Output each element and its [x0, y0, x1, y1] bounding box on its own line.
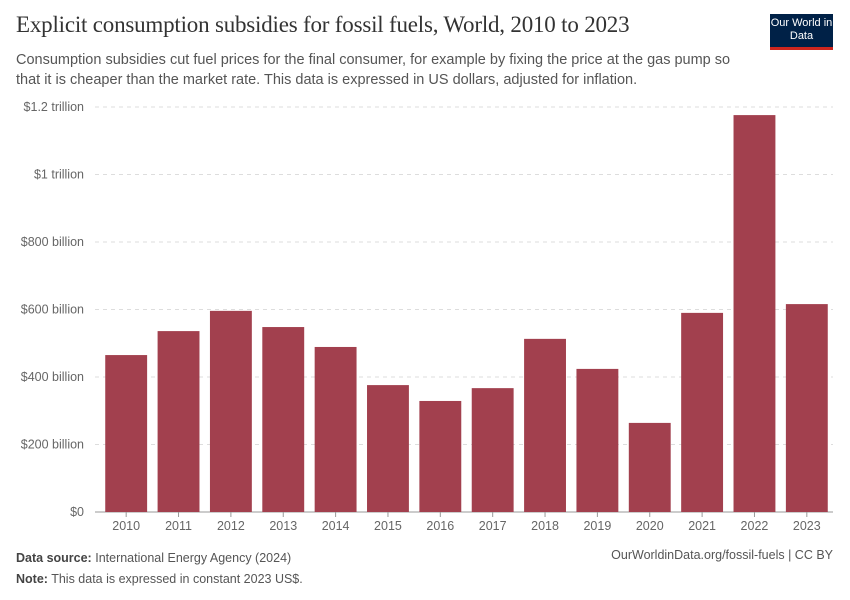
- x-tick-label: 2018: [531, 519, 559, 533]
- x-tick-label: 2010: [112, 519, 140, 533]
- bar-2011: [157, 331, 200, 512]
- y-tick-label: $0: [70, 505, 84, 519]
- bar-2021: [681, 312, 724, 512]
- bar-2019: [576, 368, 619, 512]
- x-tick-label: 2014: [322, 519, 350, 533]
- source-link[interactable]: International Energy Agency (2024): [95, 551, 292, 565]
- data-source: Data source: International Energy Agency…: [16, 551, 292, 565]
- x-tick-label: 2016: [426, 519, 454, 533]
- x-tick-label: 2015: [374, 519, 402, 533]
- y-tick-label: $1.2 trillion: [24, 100, 84, 114]
- bar-2012: [209, 310, 252, 512]
- bar-2017: [471, 388, 514, 512]
- bar-chart: $0 $200 billion $400 billion $600 billion $8…: [21, 100, 833, 533]
- bar-2016: [419, 400, 462, 512]
- owid-logo[interactable]: Our World in Data: [770, 14, 833, 50]
- bar-2015: [367, 385, 409, 512]
- x-tick-label: 2017: [479, 519, 507, 533]
- footer-url[interactable]: OurWorldinData.org/fossil-fuels | CC BY: [611, 548, 833, 562]
- x-tick-label: 2021: [688, 519, 716, 533]
- footer-left: Data source: International Energy Agency…: [16, 548, 303, 590]
- y-tick-label: $800 billion: [21, 235, 84, 249]
- y-tick-label: $600 billion: [21, 303, 84, 317]
- bar-2020: [628, 422, 671, 512]
- x-tick-label: 2019: [583, 519, 611, 533]
- x-tick-label: 2022: [741, 519, 769, 533]
- y-tick-label: $200 billion: [21, 438, 84, 452]
- chart-title: Explicit consumption subsidies for fossi…: [16, 12, 630, 37]
- x-tick-label: 2012: [217, 519, 245, 533]
- bar-2010: [105, 355, 148, 512]
- chart-subtitle: Consumption subsidies cut fuel prices fo…: [16, 52, 731, 88]
- bar-2014: [314, 346, 357, 512]
- bar-2022: [733, 115, 776, 512]
- note: Note: This data is expressed in constant…: [16, 572, 303, 586]
- y-tick-label: $400 billion: [21, 370, 84, 384]
- x-tick-label: 2011: [165, 519, 192, 533]
- x-tick-label: 2020: [636, 519, 664, 533]
- bar-2023: [785, 304, 828, 512]
- bar-2013: [262, 327, 305, 512]
- x-tick-label: 2013: [269, 519, 297, 533]
- x-tick-label: 2023: [793, 519, 821, 533]
- y-tick-label: $1 trillion: [34, 168, 84, 182]
- bar-2018: [524, 338, 566, 512]
